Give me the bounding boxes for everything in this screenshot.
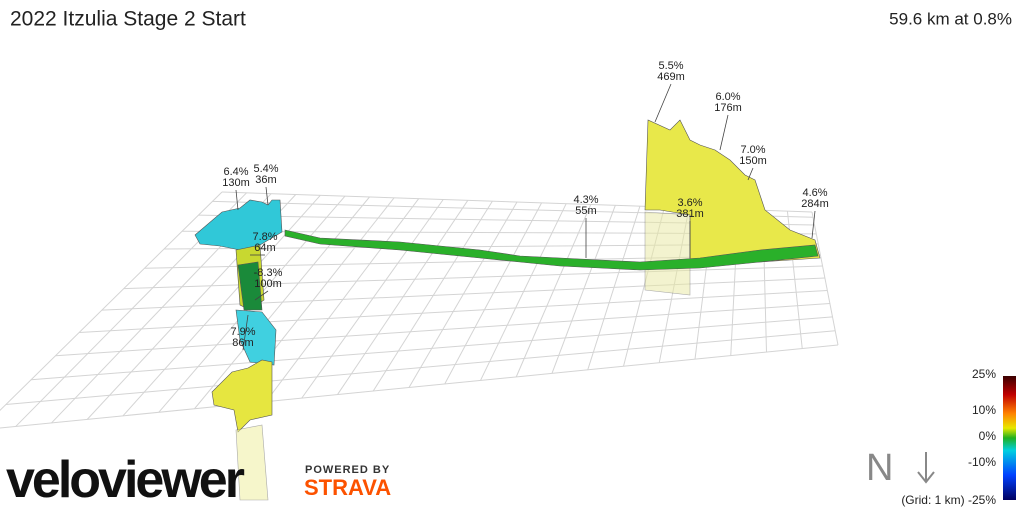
annotation-leader — [265, 186, 269, 206]
grid-line — [123, 265, 823, 290]
grid-line — [101, 277, 825, 311]
north-arrow — [917, 452, 935, 484]
grid-line — [408, 201, 518, 388]
annotation-length: 36m — [255, 174, 276, 186]
annotation-length: 130m — [222, 177, 250, 189]
route-wall — [235, 424, 269, 501]
legend: 25% 10% 0% -10% (Grid: 1 km) -25% — [901, 367, 996, 507]
annotation-leader — [811, 210, 816, 239]
grid-line — [0, 191, 223, 412]
annotation-leader — [242, 314, 249, 351]
route-wall — [644, 211, 691, 296]
annotation-length: 150m — [739, 155, 767, 167]
legend-label: 0% — [979, 429, 997, 443]
annotation-leader — [654, 83, 672, 123]
annotation-grade: 7.9% — [230, 326, 255, 338]
annotation-grade: -8.3% — [254, 267, 283, 279]
summary: 59.6 km at 0.8% — [889, 9, 1012, 28]
annotation-grade: 7.8% — [252, 231, 277, 243]
grid-line — [811, 211, 839, 346]
annotation-grade: 5.4% — [253, 163, 278, 175]
legend-label: 10% — [972, 403, 996, 417]
annotation-length: 381m — [676, 208, 704, 220]
annotation-length: 55m — [575, 205, 596, 217]
annotation-leader — [719, 114, 729, 151]
annotation-leader — [747, 167, 754, 181]
annotation-grade: 7.0% — [740, 144, 765, 156]
annotation-leader — [254, 290, 269, 301]
route — [194, 119, 821, 501]
annotation-grade: 4.3% — [573, 194, 598, 206]
annotation-grade: 6.4% — [223, 166, 248, 178]
annotation-length: 100m — [254, 278, 282, 290]
legend-label: 25% — [972, 367, 996, 381]
annotation-grade: 6.0% — [715, 91, 740, 103]
legend-label: (Grid: 1 km) -25% — [901, 493, 996, 507]
annotation-length: 284m — [801, 198, 829, 210]
grid-line — [5, 330, 836, 406]
route-wall — [237, 261, 263, 311]
annotation-length: 469m — [657, 71, 685, 83]
annotation-length: 86m — [232, 337, 253, 349]
grid-line — [301, 199, 444, 399]
compass-n: N — [866, 447, 893, 489]
title: 2022 Itzulia Stage 2 Start — [10, 8, 246, 31]
grid-line — [79, 290, 828, 333]
annotation-length: 176m — [714, 102, 742, 114]
grid-line — [444, 202, 543, 385]
route-wall — [211, 359, 273, 433]
route-wall — [284, 229, 819, 271]
annotation-grade: 5.5% — [658, 60, 683, 72]
logo: veloviewer — [6, 451, 245, 509]
annotation-leader — [235, 189, 239, 211]
grid-line — [0, 344, 839, 429]
powered-by: POWERED BY — [305, 464, 390, 476]
annotation-grade: 4.6% — [802, 187, 827, 199]
route-wall — [235, 309, 277, 366]
grid-line — [55, 303, 830, 357]
annotation-length: 64m — [254, 242, 275, 254]
annotations: 5.5%469m 6.0%176m 7.0%150m 4.6%284m 4.3%55m 3… — [222, 60, 829, 351]
route-wall — [194, 199, 283, 251]
annotation-grade: 3.6% — [677, 197, 702, 209]
grid-line — [31, 316, 833, 381]
partner: STRAVA — [304, 475, 391, 500]
grade-scale — [1003, 376, 1016, 500]
legend-label: -10% — [968, 455, 996, 469]
